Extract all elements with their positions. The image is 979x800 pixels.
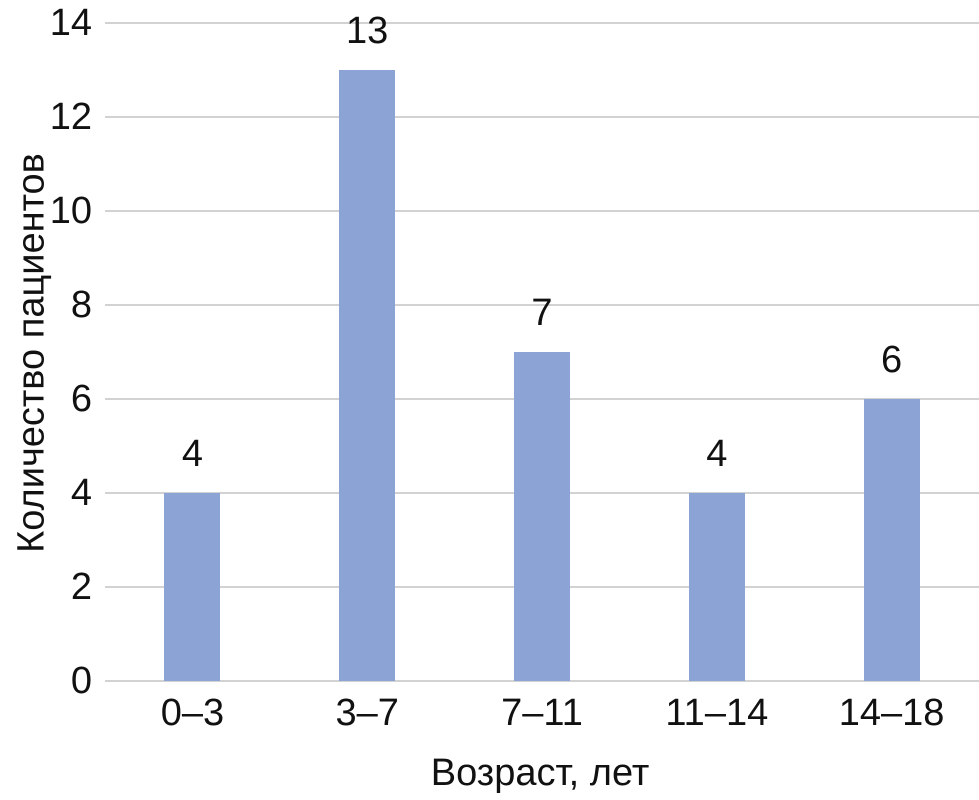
x-tick-label: 0–3 [160,692,225,734]
gridline [105,210,979,212]
y-tick-label: 14 [49,2,92,44]
bar [688,493,745,681]
y-tick-label: 2 [70,566,92,608]
y-tick-label: 0 [70,660,92,702]
y-tick-label: 6 [70,378,92,420]
bar-value-label: 4 [181,433,203,475]
bar-value-label: 6 [881,339,903,381]
y-tick-label: 10 [49,190,92,232]
x-tick-label: 11–14 [665,692,769,734]
y-tick-label: 12 [49,96,92,138]
x-axis-line [105,680,979,682]
bar [339,70,396,681]
bar [164,493,221,681]
bar [514,352,570,681]
x-tick-label: 14–18 [838,692,945,734]
y-tick-label: 4 [70,472,92,514]
bar-value-label: 7 [531,292,553,334]
gridline [105,116,979,118]
x-tick-label: 3–7 [335,692,399,734]
x-axis-title: Возраст, лет [430,752,650,794]
x-tick-label: 7–11 [501,692,583,734]
bar [863,399,920,681]
gridline [105,22,979,24]
gridline [105,304,979,306]
bar-value-label: 4 [706,433,728,475]
bar-value-label: 13 [346,10,389,52]
y-tick-label: 8 [70,284,92,326]
